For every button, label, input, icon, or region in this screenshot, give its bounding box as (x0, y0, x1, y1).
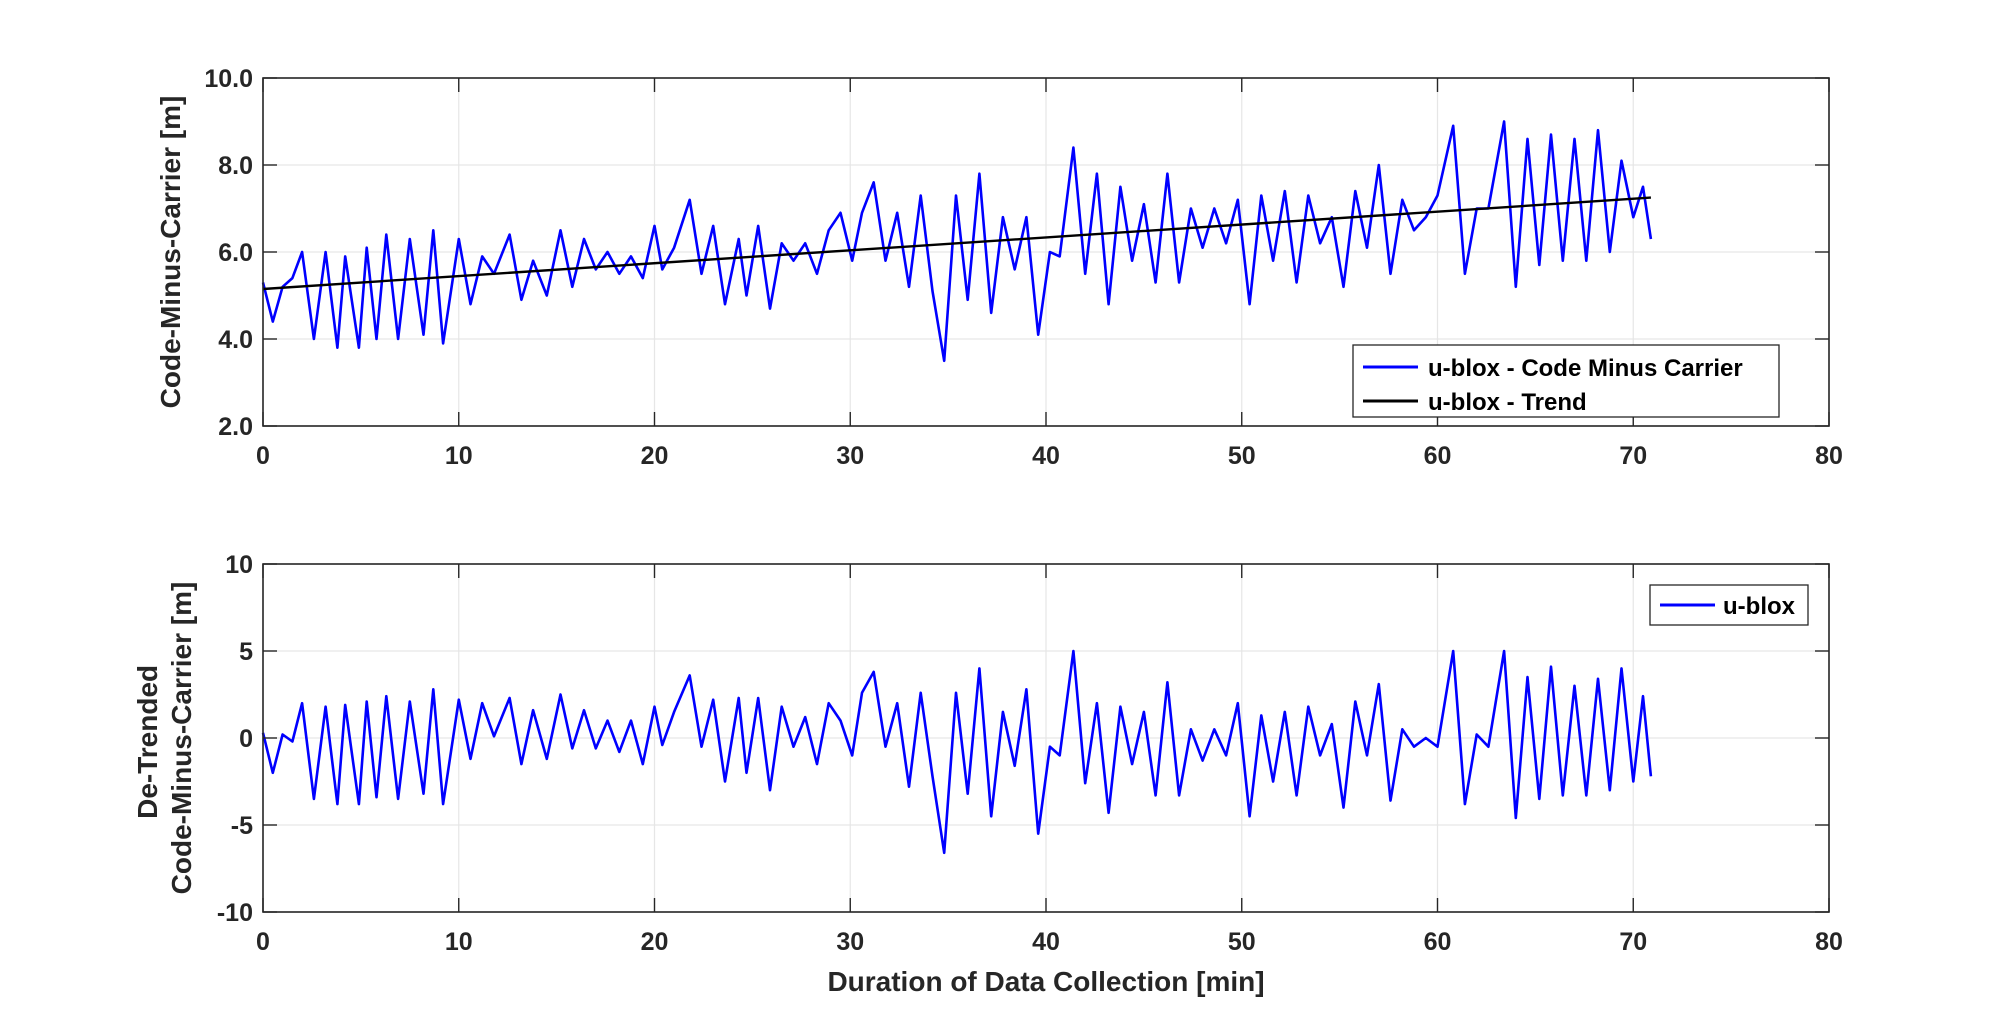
bottom-chart-x-ticks: 0 10 20 30 40 50 60 70 80 (256, 564, 1843, 956)
bottom-chart-y-label-line-1: De-Trended (132, 665, 163, 819)
bottom-chart-y-tick-label-0: -10 (217, 899, 253, 927)
top-chart-x-tick-label-0: 0 (256, 442, 270, 470)
bottom-chart-x-tick-label-0: 0 (256, 928, 270, 956)
bottom-chart-x-tick-label-3: 30 (836, 928, 864, 956)
bottom-chart-x-label: Duration of Data Collection [min] (827, 966, 1264, 997)
top-chart-y-ticks: 2.0 4.0 6.0 8.0 10.0 (204, 65, 1829, 441)
bottom-chart-series (261, 649, 1653, 855)
bottom-chart: 0 10 20 30 40 50 60 70 80 -10 -5 0 5 10 De-Trended C… (132, 551, 1843, 997)
bottom-chart-legend: u-blox (1649, 584, 1809, 626)
top-chart-x-ticks: 0 10 20 30 40 50 60 70 80 (256, 78, 1843, 470)
bottom-chart-y-label: De-Trended Code-Minus-Carrier [m] (132, 582, 197, 895)
top-chart-y-tick-label-1: 4.0 (218, 326, 253, 354)
top-chart-y-tick-label-3: 8.0 (218, 152, 253, 180)
top-chart-x-tick-label-3: 30 (836, 442, 864, 470)
bottom-chart-x-tick-label-6: 60 (1424, 928, 1452, 956)
bottom-chart-y-tick-label-3: 5 (239, 638, 253, 666)
top-chart-series-1-line (262, 196, 1651, 291)
legend-label-trend: u-blox - Trend (1428, 389, 1587, 416)
top-chart-x-tick-label-8: 80 (1815, 442, 1843, 470)
top-chart-legend: u-blox - Code Minus Carrier u-blox - Tre… (1352, 344, 1780, 418)
bottom-chart-x-tick-label-7: 70 (1619, 928, 1647, 956)
bottom-chart-x-tick-label-4: 40 (1032, 928, 1060, 956)
top-chart: 0 10 20 30 40 50 60 70 80 2.0 4.0 6.0 8.0 10.0 Code-… (155, 65, 1843, 470)
top-chart-series-0-line (261, 120, 1653, 363)
bottom-chart-y-tick-label-2: 0 (239, 725, 253, 753)
top-chart-x-tick-label-4: 40 (1032, 442, 1060, 470)
bottom-chart-x-tick-label-5: 50 (1228, 928, 1256, 956)
top-chart-x-tick-label-1: 10 (445, 442, 473, 470)
top-chart-x-tick-label-2: 20 (641, 442, 669, 470)
top-chart-y-tick-label-0: 2.0 (218, 413, 253, 441)
top-chart-series (261, 120, 1653, 363)
top-chart-y-tick-label-2: 6.0 (218, 239, 253, 267)
legend-label-code-minus-carrier: u-blox - Code Minus Carrier (1428, 355, 1743, 382)
bottom-chart-y-ticks: -10 -5 0 5 10 (217, 551, 1829, 927)
top-chart-x-tick-label-6: 60 (1424, 442, 1452, 470)
top-chart-x-tick-label-7: 70 (1619, 442, 1647, 470)
bottom-chart-y-label-line-2: Code-Minus-Carrier [m] (166, 582, 197, 895)
bottom-chart-x-tick-label-1: 10 (445, 928, 473, 956)
bottom-chart-y-tick-label-1: -5 (231, 812, 253, 840)
legend-label-u-blox: u-blox (1723, 593, 1796, 620)
top-chart-y-tick-label-4: 10.0 (204, 65, 253, 93)
bottom-chart-x-tick-label-8: 80 (1815, 928, 1843, 956)
top-chart-y-label: Code-Minus-Carrier [m] (155, 96, 186, 409)
top-chart-x-tick-label-5: 50 (1228, 442, 1256, 470)
bottom-chart-series-0-line (261, 649, 1653, 855)
bottom-chart-y-tick-label-4: 10 (225, 551, 253, 579)
bottom-chart-x-tick-label-2: 20 (641, 928, 669, 956)
